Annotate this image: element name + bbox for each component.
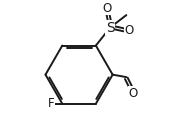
Text: O: O	[129, 87, 138, 100]
Text: F: F	[48, 97, 54, 110]
Text: O: O	[125, 24, 134, 37]
Text: S: S	[106, 21, 114, 35]
Text: O: O	[102, 2, 112, 15]
